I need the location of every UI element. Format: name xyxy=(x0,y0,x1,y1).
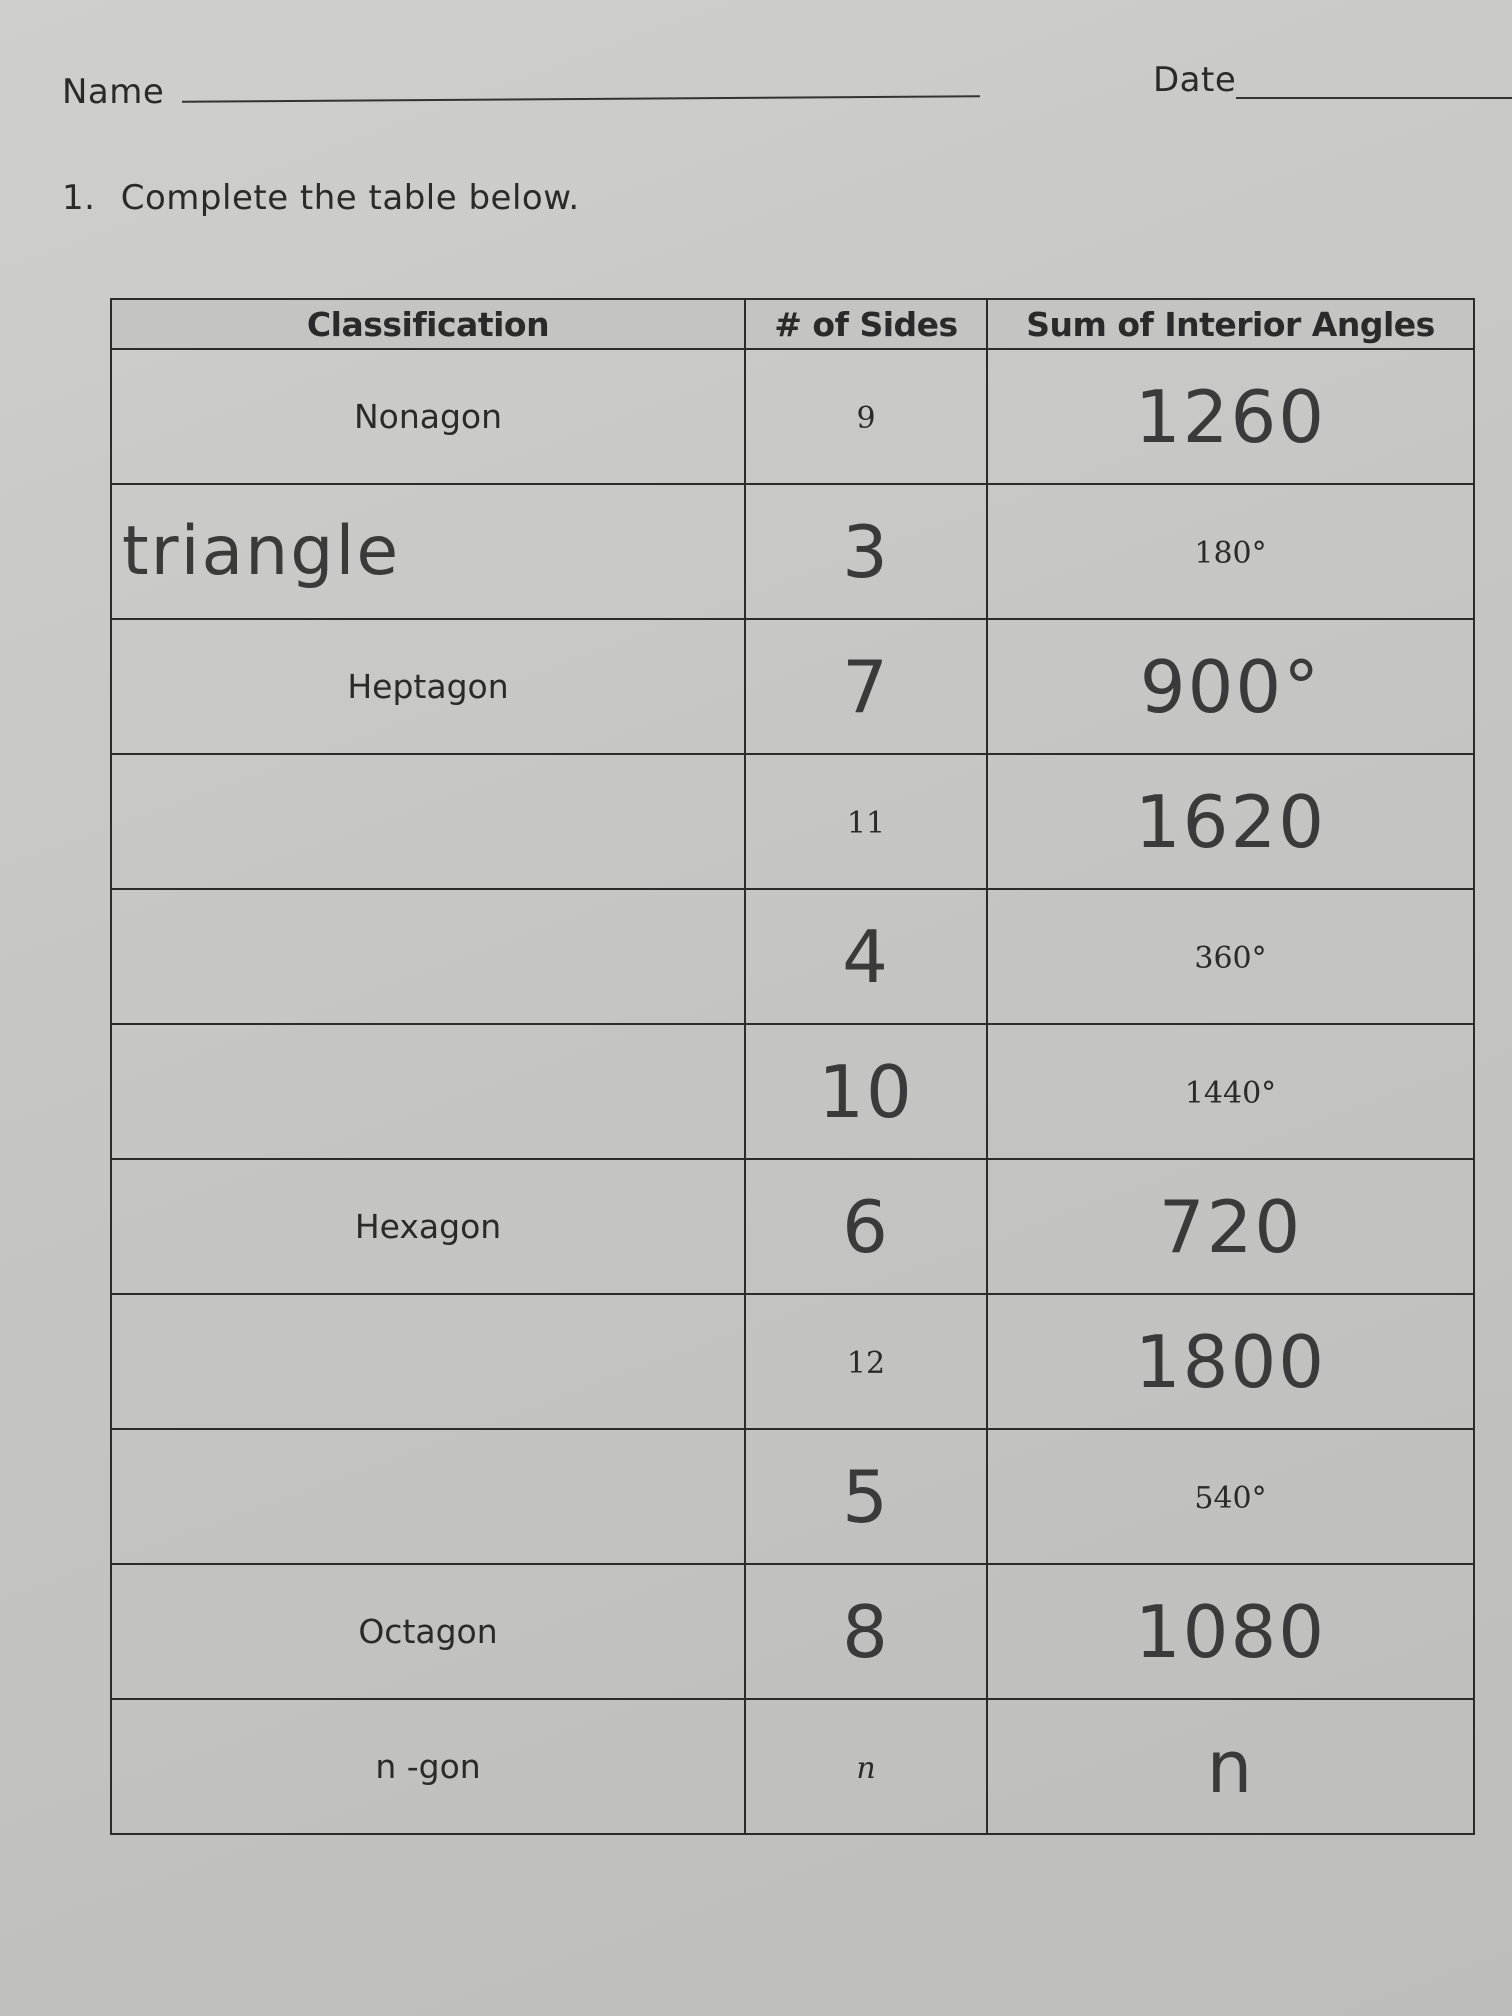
handwritten-sum: 900° xyxy=(1139,644,1322,729)
polygon-table: Classification # of Sides Sum of Interio… xyxy=(110,298,1475,1835)
cell-sum[interactable]: 540° xyxy=(986,1428,1475,1565)
cell-classification[interactable]: Heptagon xyxy=(110,618,746,755)
printed-classification: Hexagon xyxy=(354,1207,502,1246)
cell-classification[interactable]: Octagon xyxy=(110,1563,746,1700)
cell-classification[interactable]: triangle xyxy=(110,483,746,620)
printed-sum: 180° xyxy=(1194,536,1267,571)
cell-sum[interactable]: 1620 xyxy=(986,753,1475,890)
table-row: Hexagon 6 720 xyxy=(110,1158,1475,1295)
date-field-line[interactable] xyxy=(1236,97,1512,99)
cell-classification[interactable] xyxy=(110,1428,746,1565)
name-label: Name xyxy=(62,72,165,112)
handwritten-sides: 6 xyxy=(842,1184,890,1269)
cell-sum[interactable]: 1260 xyxy=(986,348,1475,485)
table-row: triangle 3 180° xyxy=(110,483,1475,620)
table-row: 10 1440° xyxy=(110,1023,1475,1160)
handwritten-sum: n xyxy=(1206,1724,1255,1809)
name-field-line[interactable] xyxy=(182,95,980,103)
table-row: 12 1800 xyxy=(110,1293,1475,1430)
cell-classification[interactable]: n -gon xyxy=(110,1698,746,1835)
printed-sum: 540° xyxy=(1194,1481,1267,1516)
cell-sides[interactable]: 4 xyxy=(744,888,988,1025)
cell-sides[interactable]: 9 xyxy=(744,348,988,485)
handwritten-sides: 3 xyxy=(842,509,890,594)
cell-classification[interactable]: Hexagon xyxy=(110,1158,746,1295)
table-row: 4 360° xyxy=(110,888,1475,1025)
printed-sides: 12 xyxy=(846,1346,886,1381)
cell-sides[interactable]: 7 xyxy=(744,618,988,755)
date-label: Date xyxy=(1153,60,1237,100)
printed-classification: Heptagon xyxy=(347,667,509,706)
handwritten-sum: 720 xyxy=(1158,1184,1303,1269)
handwritten-sides: 5 xyxy=(842,1454,890,1539)
cell-sum[interactable]: 1440° xyxy=(986,1023,1475,1160)
cell-classification[interactable]: Nonagon xyxy=(110,348,746,485)
printed-sides: 9 xyxy=(856,401,876,436)
cell-sum[interactable]: 1800 xyxy=(986,1293,1475,1430)
question-text: 1. Complete the table below. xyxy=(62,178,580,218)
printed-classification: n -gon xyxy=(375,1747,481,1786)
cell-classification[interactable] xyxy=(110,753,746,890)
printed-sides: 11 xyxy=(846,806,886,841)
handwritten-sum: 1620 xyxy=(1134,779,1327,864)
handwritten-classification: triangle xyxy=(122,512,401,591)
printed-sides: n xyxy=(856,1751,876,1786)
table-row: n -gon n n xyxy=(110,1698,1475,1835)
handwritten-sum: 1800 xyxy=(1134,1319,1327,1404)
cell-sum[interactable]: n xyxy=(986,1698,1475,1835)
printed-classification: Nonagon xyxy=(353,397,503,436)
cell-sum[interactable]: 720 xyxy=(986,1158,1475,1295)
cell-sum[interactable]: 180° xyxy=(986,483,1475,620)
column-header-sides: # of Sides xyxy=(744,298,988,350)
question-instruction: Complete the table below. xyxy=(120,178,580,218)
table-row: Nonagon 9 1260 xyxy=(110,348,1475,485)
cell-classification[interactable] xyxy=(110,1023,746,1160)
cell-classification[interactable] xyxy=(110,888,746,1025)
cell-sides[interactable]: 8 xyxy=(744,1563,988,1700)
handwritten-sides: 8 xyxy=(842,1589,890,1674)
cell-sides[interactable]: 5 xyxy=(744,1428,988,1565)
cell-sides[interactable]: 3 xyxy=(744,483,988,620)
cell-classification[interactable] xyxy=(110,1293,746,1430)
cell-sides[interactable]: 10 xyxy=(744,1023,988,1160)
handwritten-sum: 1260 xyxy=(1134,374,1327,459)
cell-sides[interactable]: 6 xyxy=(744,1158,988,1295)
cell-sum[interactable]: 900° xyxy=(986,618,1475,755)
printed-sum: 360° xyxy=(1194,941,1267,976)
table-row: 11 1620 xyxy=(110,753,1475,890)
column-header-sum: Sum of Interior Angles xyxy=(986,298,1475,350)
cell-sides[interactable]: n xyxy=(744,1698,988,1835)
cell-sides[interactable]: 11 xyxy=(744,753,988,890)
handwritten-sides: 7 xyxy=(842,644,890,729)
table-row: Octagon 8 1080 xyxy=(110,1563,1475,1700)
question-number: 1. xyxy=(62,178,96,218)
handwritten-sides: 4 xyxy=(842,914,890,999)
cell-sides[interactable]: 12 xyxy=(744,1293,988,1430)
cell-sum[interactable]: 1080 xyxy=(986,1563,1475,1700)
handwritten-sides: 10 xyxy=(818,1049,914,1134)
table-header-row: Classification # of Sides Sum of Interio… xyxy=(110,298,1475,350)
table-row: 5 540° xyxy=(110,1428,1475,1565)
printed-classification: Octagon xyxy=(358,1612,498,1651)
table-row: Heptagon 7 900° xyxy=(110,618,1475,755)
cell-sum[interactable]: 360° xyxy=(986,888,1475,1025)
printed-sum: 1440° xyxy=(1184,1076,1277,1111)
handwritten-sum: 1080 xyxy=(1134,1589,1327,1674)
column-header-classification: Classification xyxy=(110,298,746,350)
